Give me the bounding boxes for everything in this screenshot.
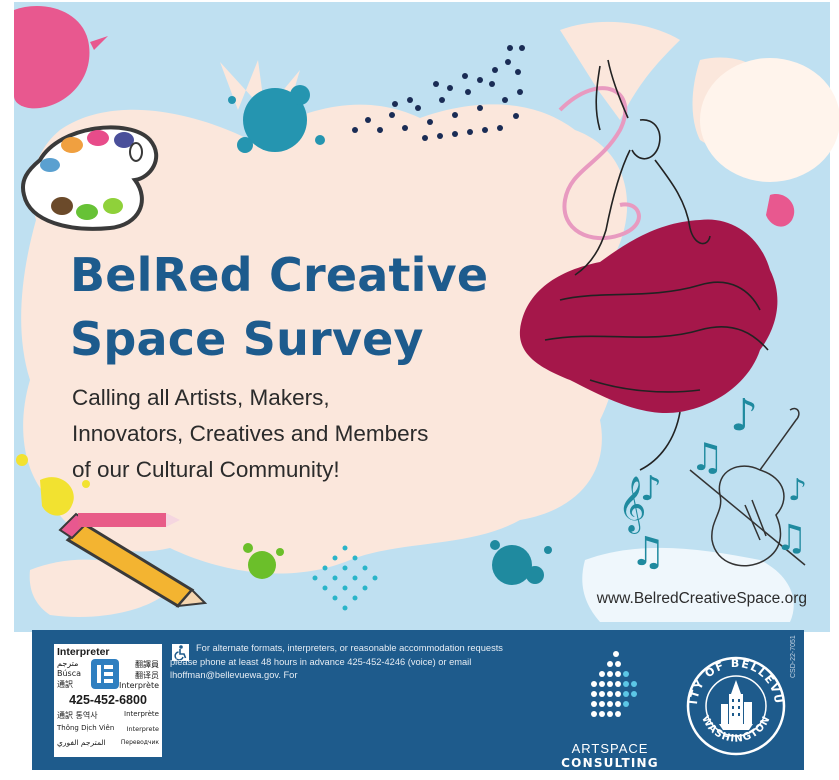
interpreter-lang-10: Interprete (126, 725, 159, 733)
interpreter-lang-7: 通訳 통역사 (57, 711, 98, 720)
interpreter-lang-8: Interprète (124, 710, 159, 718)
dotted-diamond (312, 545, 378, 611)
svg-text:♪: ♪ (730, 390, 758, 441)
interpreter-lang-11: المترجم الفوري (57, 738, 106, 747)
music-notes: 𝄞 ♪ ♫ ♪ ♫ ♫ ♪ (618, 390, 807, 575)
interpreter-lang-3: 通訳 (57, 680, 73, 689)
green-splat (248, 551, 276, 579)
call-to-action-text: Calling all Artists, Makers, Innovators,… (72, 380, 428, 488)
document-code: CSD-22-7051 (790, 635, 797, 678)
interpreter-lang-4: 翻譯員 (135, 660, 159, 669)
svg-text:♪: ♪ (640, 469, 662, 509)
city-of-bellevue-seal: CITY OF BELLEVUE WASHINGTON (683, 644, 786, 756)
accommodation-notice: For alternate formats, interpreters, or … (170, 643, 503, 680)
headline-line-2: Space Survey (70, 312, 424, 366)
wheelchair-icon (172, 644, 189, 661)
interpreter-lang-9: Thông Dịch Viên (57, 724, 115, 732)
interpreter-lang-12: Переводчик (120, 739, 159, 746)
interpreter-lang-2: Búsca (57, 669, 82, 678)
artspace-name: ARTSPACE (571, 741, 649, 756)
website-url[interactable]: www.BelredCreativeSpace.org (596, 590, 807, 607)
violin-line-art (689, 407, 806, 567)
pink-blob (14, 5, 90, 109)
dancer-line-art (544, 59, 769, 471)
consulting-name: CONSULTING (561, 756, 659, 770)
pink-crayon (78, 513, 180, 527)
svg-text:♫: ♫ (775, 518, 807, 559)
interpreter-lang-5: 翻译员 (135, 671, 159, 680)
artspace-consulting-logo: ARTSPACE CONSULTING (560, 644, 660, 770)
survey-headline: BelRed Creative Space Survey (70, 243, 488, 371)
svg-text:♫: ♫ (630, 529, 666, 575)
interpreter-lang-6: Interprète (119, 681, 159, 690)
headline-line-1: BelRed Creative (70, 248, 489, 302)
dotted-triangle (352, 45, 525, 141)
artspace-dot-grid-icon (591, 651, 637, 717)
footer-banner: Interpreter مترجم Búsca 通訳 翻譯員 翻译员 Inter… (32, 630, 804, 770)
teal-bottom-splat (492, 545, 532, 585)
tagline-line-1: Calling all Artists, Makers, (72, 385, 330, 410)
interpreter-lang-1: مترجم (57, 659, 79, 668)
tagline-line-2: Innovators, Creatives and Members (72, 421, 429, 446)
teal-splat (243, 88, 307, 152)
interpreter-phone: 425-452-6800 (69, 693, 147, 707)
yellow-splash (40, 477, 74, 516)
paint-palette (21, 125, 159, 231)
interpreter-title: Interpreter (57, 646, 110, 658)
tagline-line-3: of our Cultural Community! (72, 457, 340, 482)
interpreter-badge: Interpreter مترجم Búsca 通訳 翻譯員 翻译员 Inter… (54, 644, 162, 757)
interpreter-symbol-icon (91, 659, 119, 689)
svg-text:♫: ♫ (690, 435, 724, 479)
svg-text:♪: ♪ (788, 473, 807, 508)
svg-text:𝄞: 𝄞 (618, 476, 646, 534)
cream-splash (21, 104, 628, 574)
